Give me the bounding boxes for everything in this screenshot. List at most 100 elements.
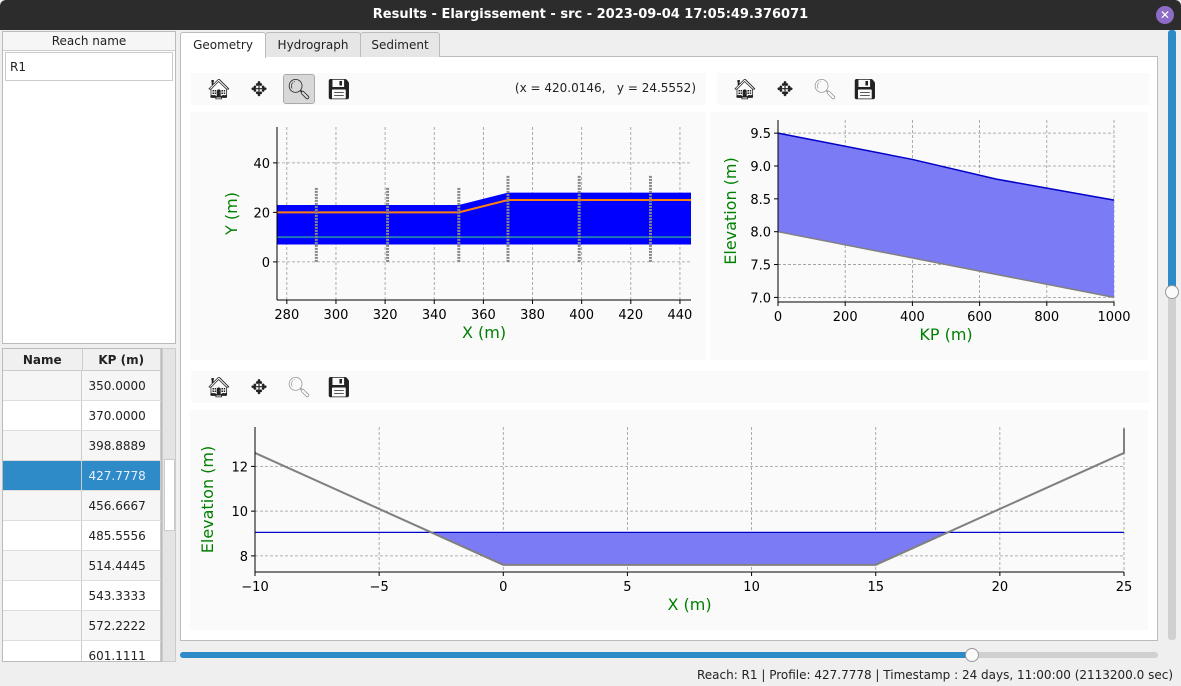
y-tick-label: 7.0 <box>750 291 771 306</box>
x-tick-label: 800 <box>1034 310 1059 325</box>
vertical-slider-handle[interactable] <box>1165 285 1179 300</box>
profile-kp: 456.6667 <box>82 491 161 520</box>
zoom-icon[interactable]: 🔍︎ <box>283 74 315 104</box>
home-icon[interactable]: 🏠︎ <box>732 77 758 101</box>
y-tick-label: 20 <box>253 206 270 221</box>
reach-list: Reach name R1 <box>2 31 176 344</box>
profile-name <box>3 611 83 640</box>
plot-background <box>190 410 1148 630</box>
y-tick-label: 0 <box>262 256 270 271</box>
profile-kp: 572.2222 <box>82 611 161 640</box>
x-tick-label: 420 <box>618 308 643 323</box>
column-header-name[interactable]: Name <box>3 349 83 370</box>
profile-kp: 427.7778 <box>82 461 161 490</box>
table-row[interactable]: 398.8889 <box>3 431 161 461</box>
x-tick-label: −5 <box>370 580 389 595</box>
zoom-icon[interactable]: 🔍︎ <box>286 375 312 399</box>
x-tick-label: 20 <box>992 580 1009 595</box>
home-icon[interactable]: 🏠︎ <box>206 375 232 399</box>
plot-toolbar-2: 🏠︎ ✥ 🔍︎ 💾︎ <box>717 73 1149 105</box>
x-tick-label: 400 <box>900 310 925 325</box>
bed-line <box>777 230 1115 299</box>
y-axis-label: Elevation (m) <box>721 157 740 264</box>
x-tick-label: 340 <box>422 308 447 323</box>
x-tick-label: 320 <box>373 308 398 323</box>
x-tick-label: 5 <box>623 580 631 595</box>
x-tick-label: 0 <box>499 580 507 595</box>
save-icon[interactable]: 💾︎ <box>326 375 352 399</box>
tab-geometry[interactable]: Geometry <box>180 32 266 58</box>
water-area <box>431 532 948 565</box>
window-title: Results - Elargissement - src - 2023-09-… <box>372 7 809 22</box>
x-tick-label: −10 <box>241 580 268 595</box>
y-tick-label: 8.5 <box>750 193 771 208</box>
planform-plot[interactable]: 280 300 320 340 360 380 400 420 440 0 20 40 X (m) Y (… <box>190 112 706 360</box>
y-tick-label: 12 <box>231 460 248 475</box>
x-tick-label: 0 <box>774 310 782 325</box>
x-tick-label: 25 <box>1116 580 1133 595</box>
table-scrollbar[interactable] <box>162 348 176 662</box>
water-surface-line <box>777 132 1115 201</box>
column-header-kp[interactable]: KP (m) <box>83 349 161 370</box>
table-row[interactable]: 427.7778 <box>3 461 161 491</box>
table-row[interactable]: 601.1111 <box>3 641 161 661</box>
profile-kp: 485.5556 <box>82 521 161 550</box>
y-tick-label: 40 <box>253 157 270 172</box>
move-icon[interactable]: ✥ <box>250 77 268 101</box>
reach-item[interactable]: R1 <box>5 52 173 81</box>
profile-name <box>3 401 83 430</box>
profile-name <box>3 521 83 550</box>
table-row[interactable]: 350.0000 <box>3 371 161 401</box>
plot-toolbar-3: 🏠︎ ✥ 🔍︎ 💾︎ <box>191 371 1149 403</box>
vertical-slider[interactable] <box>1168 30 1176 640</box>
timestamp-slider-handle[interactable] <box>965 648 980 662</box>
x-axis-label: X (m) <box>462 323 506 342</box>
water-depth-area <box>778 133 1114 298</box>
table-row[interactable]: 485.5556 <box>3 521 161 551</box>
table-row[interactable]: 370.0000 <box>3 401 161 431</box>
profile-name <box>3 431 83 460</box>
table-row[interactable]: 514.4445 <box>3 551 161 581</box>
move-icon[interactable]: ✥ <box>250 375 268 399</box>
profile-name <box>3 551 83 580</box>
profile-name <box>3 581 83 610</box>
reach-list-header: Reach name <box>3 32 175 51</box>
profiles-table: Name KP (m) 350.0000 370.0000 398.8889 427.7… <box>2 348 162 662</box>
reach-line <box>277 199 691 214</box>
save-icon[interactable]: 💾︎ <box>852 77 878 101</box>
x-tick-label: 10 <box>743 580 760 595</box>
y-axis-label: Elevation (m) <box>198 446 217 553</box>
save-icon[interactable]: 💾︎ <box>326 77 352 101</box>
table-row[interactable]: 543.3333 <box>3 581 161 611</box>
longitudinal-profile-plot[interactable]: 0 200 400 600 800 1000 7.0 7.5 8.0 8.5 9.0 9.5 KP (m… <box>710 112 1148 360</box>
cross-section-plot[interactable]: −10 −5 0 5 10 15 20 25 8 10 12 X (m) Elevation (m) <box>190 410 1148 630</box>
cursor-coords: (x = 420.0146, y = 24.5552) <box>514 81 696 95</box>
y-tick-label: 8.0 <box>750 226 771 241</box>
profile-kp: 370.0000 <box>82 401 161 430</box>
table-row[interactable]: 456.6667 <box>3 491 161 521</box>
zoom-icon[interactable]: 🔍︎ <box>812 77 838 101</box>
title-bar: Results - Elargissement - src - 2023-09-… <box>0 0 1181 30</box>
close-icon[interactable]: ✕ <box>1156 6 1174 24</box>
y-tick-label: 7.5 <box>750 259 771 274</box>
y-tick-label: 8 <box>240 550 248 565</box>
move-icon[interactable]: ✥ <box>776 77 794 101</box>
profile-name <box>3 461 83 490</box>
x-tick-label: 300 <box>324 308 349 323</box>
profile-name <box>3 641 83 661</box>
profile-name <box>3 491 83 520</box>
table-row[interactable]: 572.2222 <box>3 611 161 641</box>
tab-hydrograph[interactable]: Hydrograph <box>265 32 361 57</box>
profile-kp: 350.0000 <box>82 371 161 400</box>
tab-sediment[interactable]: Sediment <box>360 32 440 57</box>
y-tick-label: 9.0 <box>750 160 771 175</box>
home-icon[interactable]: 🏠︎ <box>206 77 232 101</box>
x-tick-label: 360 <box>471 308 496 323</box>
profile-kp: 514.4445 <box>82 551 161 580</box>
x-axis-label: X (m) <box>667 595 711 614</box>
water-surface-area <box>277 192 691 245</box>
x-tick-label: 440 <box>668 308 693 323</box>
timestamp-slider[interactable] <box>180 652 1158 658</box>
x-tick-label: 600 <box>967 310 992 325</box>
y-tick-label: 10 <box>231 505 248 520</box>
